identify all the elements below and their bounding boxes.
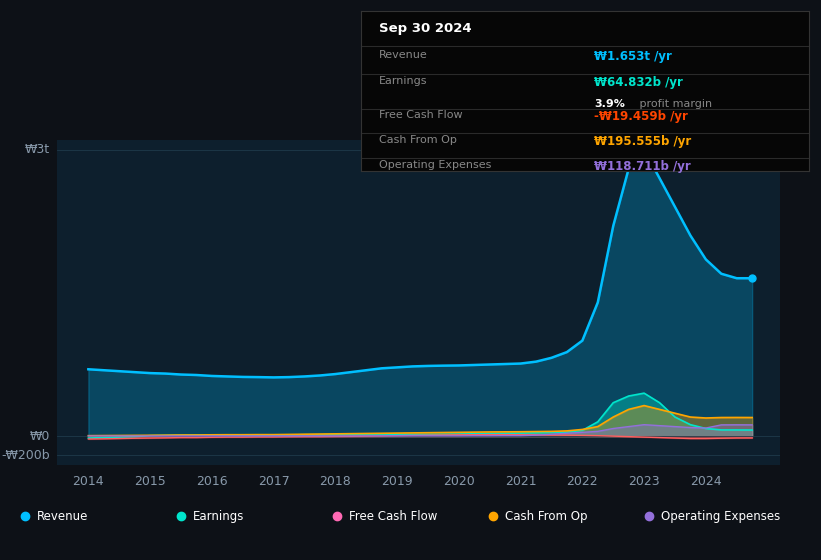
Text: Earnings: Earnings [379,76,428,86]
Text: ₩0: ₩0 [30,430,50,442]
Text: Cash From Op: Cash From Op [379,135,457,145]
Text: ₩195.555b /yr: ₩195.555b /yr [594,135,691,148]
Text: Revenue: Revenue [379,49,428,59]
Text: ₩1.653t /yr: ₩1.653t /yr [594,49,672,63]
Text: Free Cash Flow: Free Cash Flow [379,110,463,120]
Text: -₩200b: -₩200b [2,449,50,462]
Text: Earnings: Earnings [193,510,245,523]
Text: Cash From Op: Cash From Op [505,510,587,523]
Text: -₩19.459b /yr: -₩19.459b /yr [594,110,688,123]
Text: Sep 30 2024: Sep 30 2024 [379,22,472,35]
Text: Revenue: Revenue [37,510,89,523]
Text: profit margin: profit margin [636,99,713,109]
Text: 3.9%: 3.9% [594,99,625,109]
Text: Operating Expenses: Operating Expenses [661,510,780,523]
Text: Operating Expenses: Operating Expenses [379,160,492,170]
Text: ₩64.832b /yr: ₩64.832b /yr [594,76,683,89]
Text: Free Cash Flow: Free Cash Flow [349,510,438,523]
Text: ₩3t: ₩3t [25,143,50,156]
Text: ₩118.711b /yr: ₩118.711b /yr [594,160,690,172]
